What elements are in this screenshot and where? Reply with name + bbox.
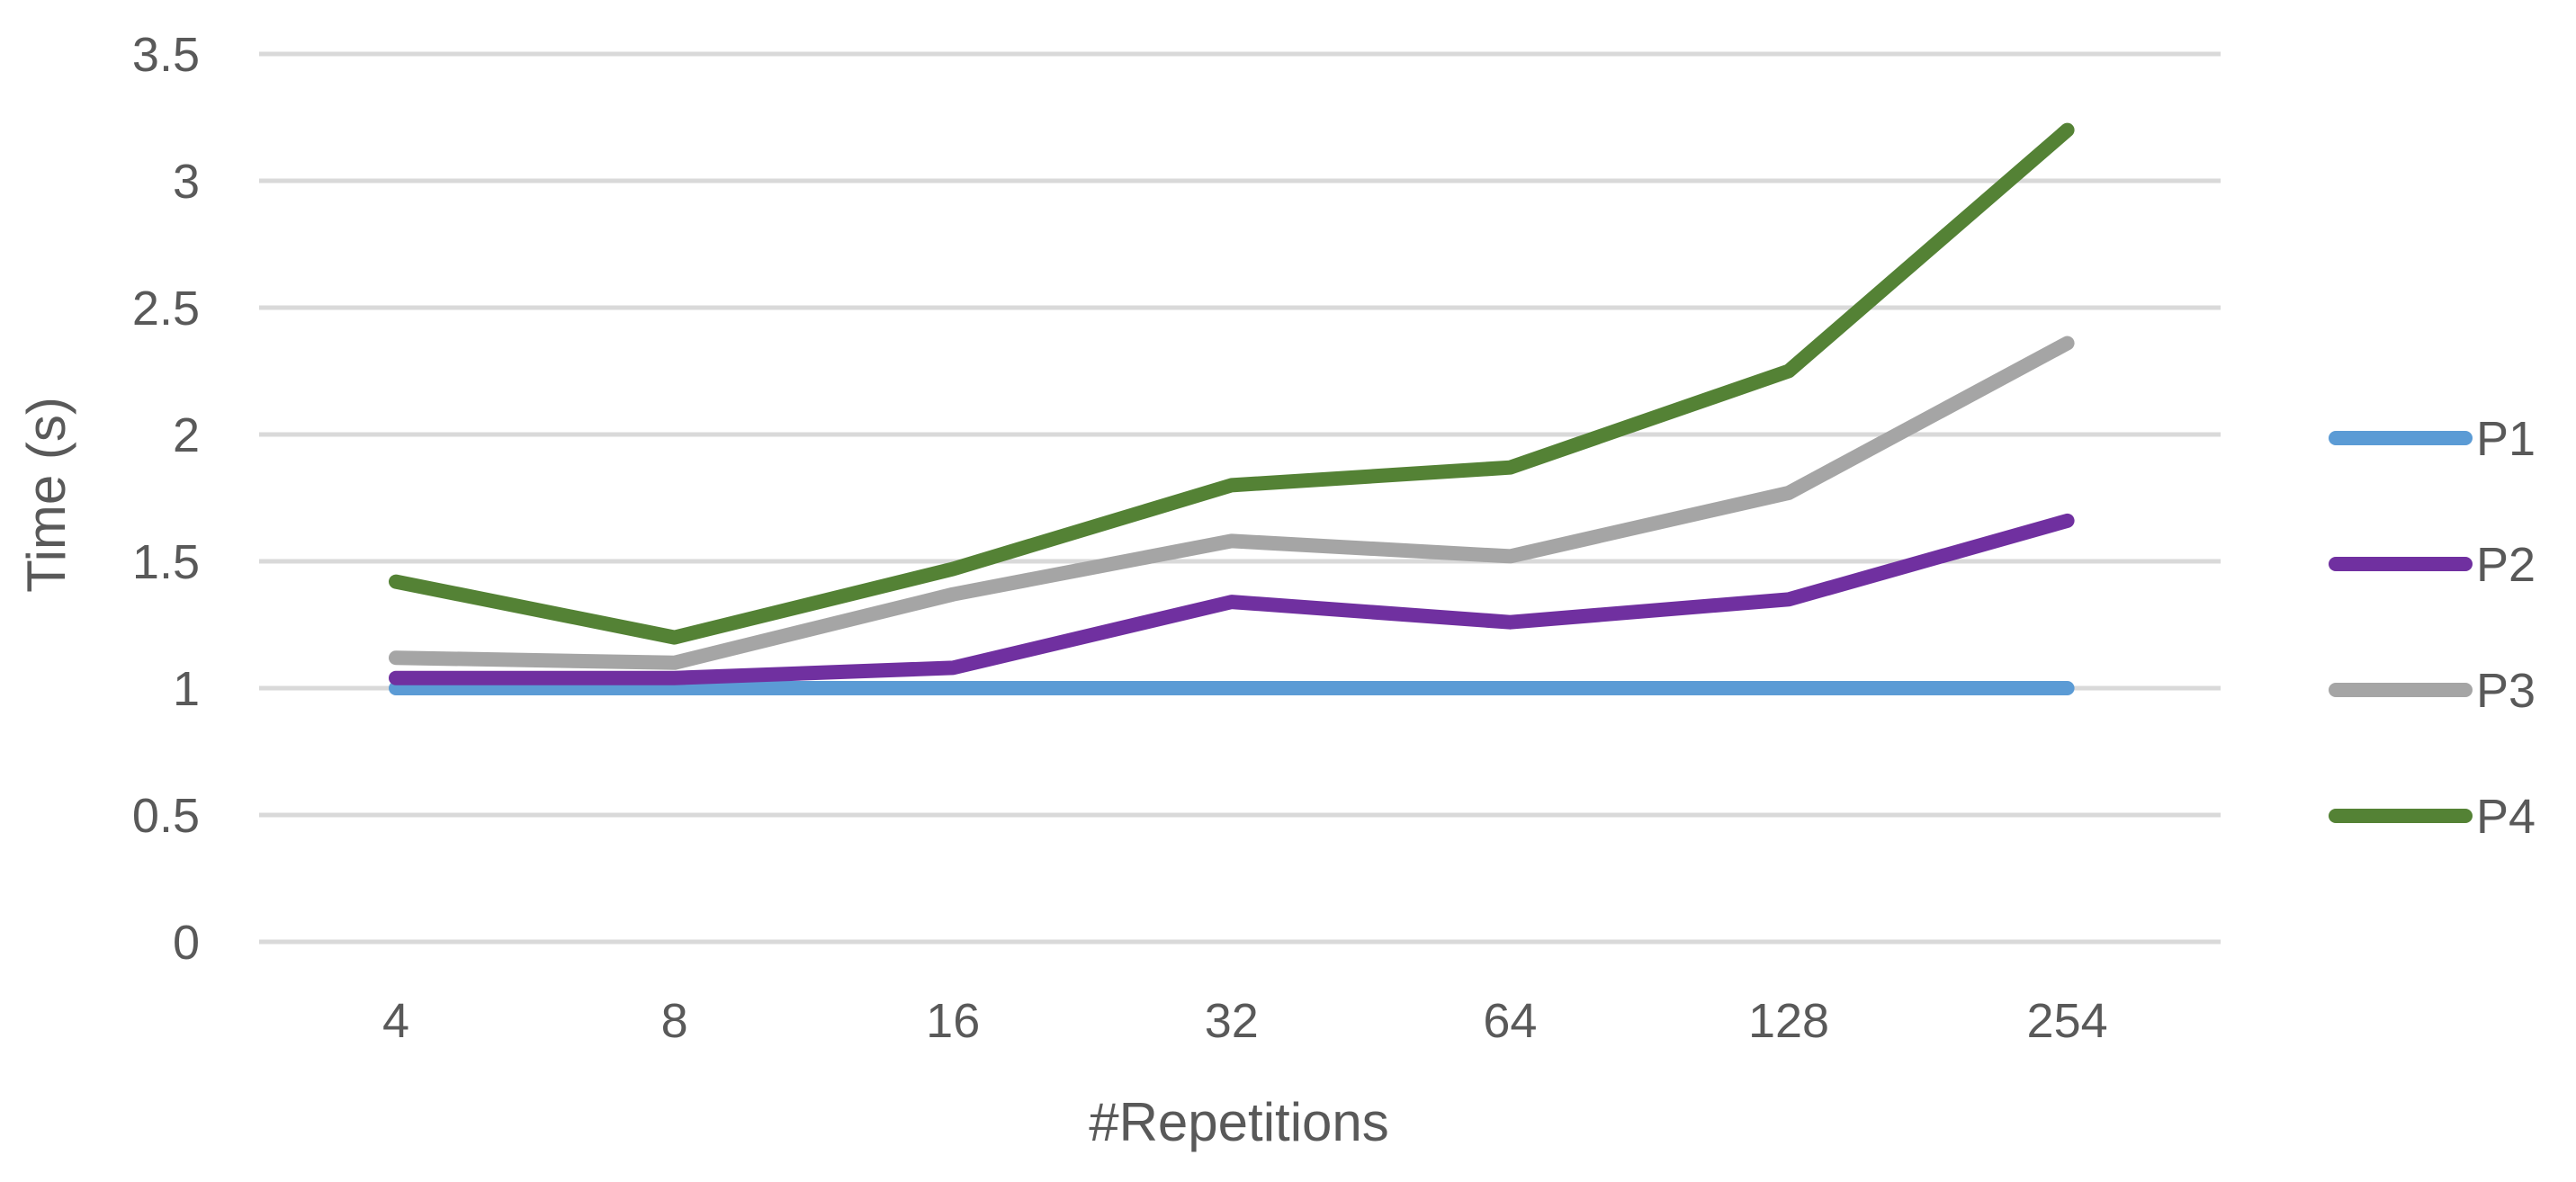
x-tick-label: 254	[2027, 994, 2108, 1048]
x-tick-label: 16	[926, 994, 980, 1048]
y-axis-title: Time (s)	[16, 397, 76, 593]
x-axis-ticks: 4 8 16 32 64 128 254	[382, 994, 2108, 1048]
x-tick-label: 128	[1748, 994, 1829, 1048]
x-tick-label: 8	[661, 994, 688, 1048]
legend-label-p1: P1	[2476, 412, 2536, 466]
y-tick-label: 1.5	[132, 535, 200, 589]
series-line-p2	[389, 513, 2075, 685]
x-tick-label: 32	[1205, 994, 1259, 1048]
x-axis-title: #Repetitions	[1089, 1092, 1389, 1152]
legend-label-p4: P4	[2476, 790, 2536, 844]
x-tick-label: 64	[1483, 994, 1537, 1048]
series-lines	[389, 122, 2075, 695]
series-line-p3	[389, 336, 2075, 670]
y-axis-ticks: 0 0.5 1 1.5 2 2.5 3 3.5	[132, 28, 200, 970]
y-tick-label: 0.5	[132, 789, 200, 843]
y-tick-label: 0	[173, 916, 200, 970]
legend-label-p2: P2	[2476, 538, 2536, 592]
series-line-p4	[389, 122, 2075, 645]
y-tick-label: 2.5	[132, 282, 200, 336]
legend: P1 P2 P3 P4	[2329, 412, 2536, 844]
gridlines	[259, 51, 2221, 945]
legend-label-p3: P3	[2476, 664, 2536, 718]
y-tick-label: 3.5	[132, 28, 200, 82]
y-tick-label: 2	[173, 408, 200, 462]
x-tick-label: 4	[382, 994, 409, 1048]
y-tick-label: 3	[173, 155, 200, 209]
y-tick-label: 1	[173, 662, 200, 716]
